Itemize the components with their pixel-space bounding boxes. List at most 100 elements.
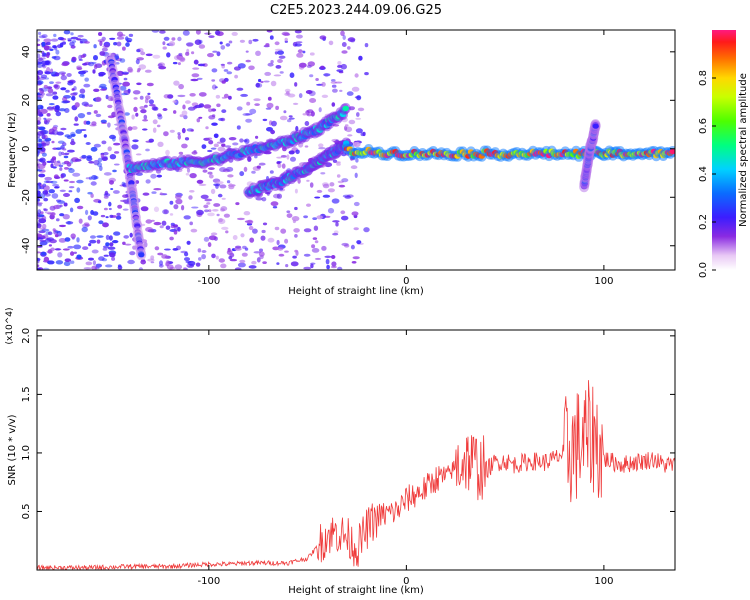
heatmap-speckle — [213, 143, 219, 148]
heatmap-speckle — [49, 205, 56, 211]
heatmap-speckle — [121, 71, 130, 75]
heatmap-speckle — [226, 249, 233, 255]
heatmap-speckle — [225, 230, 229, 234]
heatmap-speckle — [216, 51, 221, 57]
heatmap-speckle — [276, 262, 280, 265]
heatmap-speckle — [91, 265, 98, 270]
heatmap-speckle — [124, 112, 130, 116]
heatmap-speckle — [43, 84, 48, 89]
heatmap-speckle — [135, 59, 140, 65]
heatmap-speckle — [95, 113, 102, 118]
heatmap-speckle — [78, 59, 83, 61]
heatmap-speckle — [218, 117, 224, 121]
heatmap-speckle — [147, 92, 151, 96]
heatmap-speckle — [260, 235, 266, 241]
heatmap-speckle — [55, 49, 60, 55]
heatmap-speckle — [219, 137, 226, 143]
heatmap-speckle — [276, 156, 283, 159]
heatmap-speckle — [181, 205, 185, 211]
heatmap-speckle — [274, 226, 280, 231]
heatmap-speckle — [227, 61, 233, 65]
heatmap-speckle — [65, 89, 70, 93]
heatmap-speckle — [175, 194, 182, 200]
heatmap-speckle — [270, 60, 274, 64]
heatmap-speckle — [109, 242, 114, 247]
heatmap-speckle — [52, 95, 59, 100]
heatmap-speckle — [178, 151, 184, 155]
heatmap-speckle — [294, 43, 302, 47]
heatmap-speckle — [144, 104, 148, 108]
heatmap-speckle — [37, 75, 40, 81]
heatmap-speckle — [109, 134, 116, 140]
heatmap-speckle — [332, 88, 338, 93]
heatmap-speckle — [310, 263, 314, 269]
heatmap-speckle — [127, 66, 133, 73]
heatmap-speckle — [351, 211, 359, 216]
snr-y-tick-label: 2.0 — [21, 328, 32, 344]
heatmap-speckle — [93, 176, 99, 180]
heatmap-speckle — [52, 228, 56, 232]
heatmap-speckle — [147, 258, 155, 262]
heatmap-speckle — [83, 83, 91, 88]
heatmap-speckle — [262, 118, 268, 122]
heatmap-speckle — [161, 220, 167, 226]
heatmap-speckle — [169, 236, 174, 241]
heatmap-speckle — [37, 49, 42, 52]
heatmap-speckle — [314, 240, 319, 244]
heatmap-speckle — [48, 103, 55, 106]
snr-series-line — [37, 380, 675, 570]
heatmap-speckle — [216, 213, 220, 217]
heatmap-speckle — [207, 212, 215, 217]
heatmap-speckle — [150, 255, 155, 260]
heatmap-speckle — [163, 94, 170, 99]
heatmap-speckle — [76, 205, 84, 210]
heatmap-speckle — [63, 202, 68, 207]
heatmap-speckle — [321, 94, 329, 99]
heatmap-speckle — [140, 259, 146, 265]
heatmap-speckle — [97, 157, 103, 163]
heatmap-speckle — [208, 115, 216, 120]
heatmap-speckle — [88, 161, 95, 164]
heatmap-speckle — [234, 74, 239, 79]
heatmap-speckle — [190, 228, 198, 233]
heatmap-speckle — [86, 120, 91, 125]
heatmap-speckle — [280, 155, 287, 158]
heatmap-speckle — [171, 37, 176, 41]
heatmap-speckle — [131, 126, 138, 130]
heatmap-speckle — [97, 162, 103, 168]
heatmap-speckle — [206, 137, 213, 140]
heatmap-speckle — [166, 52, 171, 58]
heatmap-speckle — [109, 252, 116, 258]
heatmap-speckle — [90, 146, 98, 152]
snr-y-axis-label: SNR (10 * v/v) — [7, 414, 18, 485]
heatmap-speckle — [101, 47, 108, 52]
heatmap-speckle — [37, 193, 41, 198]
heatmap-speckle — [74, 158, 82, 162]
heatmap-speckle — [140, 109, 147, 114]
heatmap-speckle — [327, 207, 335, 214]
heatmap-speckle — [284, 238, 289, 244]
heatmap-speckle — [221, 80, 226, 84]
heatmap-speckle — [208, 140, 214, 145]
heatmap-cell — [592, 123, 599, 129]
heatmap-speckle — [67, 149, 75, 153]
heatmap-speckle — [169, 213, 174, 216]
heatmap-speckle — [195, 262, 201, 267]
heatmap-speckle — [80, 54, 86, 59]
heatmap-speckle — [67, 167, 73, 170]
heatmap-speckle — [191, 51, 195, 55]
heatmap-speckle — [323, 73, 331, 77]
heatmap-speckle — [331, 79, 336, 82]
heatmap-speckle — [294, 82, 298, 87]
heatmap-speckle — [74, 197, 80, 203]
heatmap-speckle — [161, 254, 168, 259]
heatmap-speckle — [43, 117, 47, 120]
heatmap-speckle — [313, 225, 319, 231]
heatmap-speckle — [162, 108, 168, 111]
heatmap-speckle — [189, 190, 195, 193]
heatmap-speckle — [153, 188, 162, 191]
heatmap-speckle — [184, 257, 190, 262]
heatmap-speckle — [255, 83, 263, 88]
heatmap-speckle — [96, 235, 104, 238]
heatmap-speckle — [47, 88, 54, 94]
